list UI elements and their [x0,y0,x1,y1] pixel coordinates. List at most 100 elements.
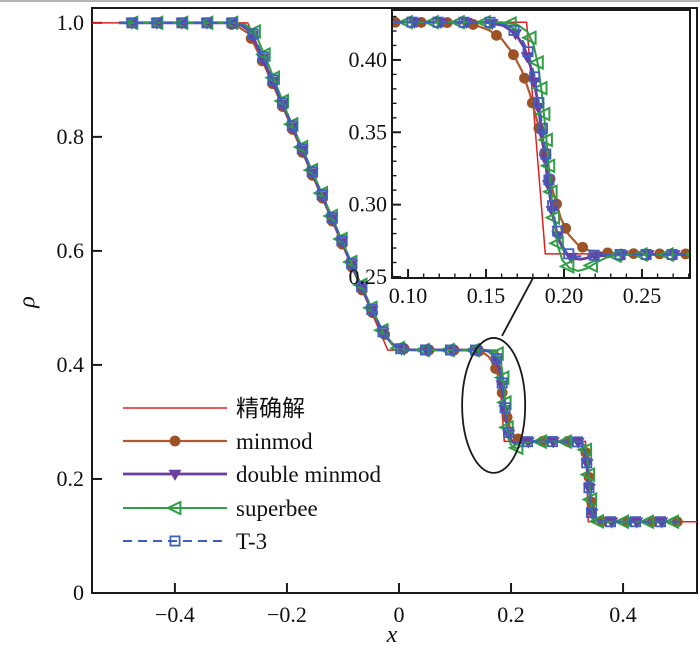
marker-square [303,17,312,26]
marker-circle [508,49,519,61]
x-tick-label: 0.2 [497,602,525,627]
marker-square [252,14,261,23]
marker-square [226,17,238,29]
marker-triangle-down [252,15,265,26]
marker-square [470,344,482,356]
marker-square [286,120,298,132]
marker-square [395,343,407,355]
marker-square [484,16,496,28]
marker-square [169,535,181,547]
inset-y-tick-label: 0.25 [349,264,388,289]
marker-triangle-left [631,246,648,263]
marker-square [257,51,269,63]
marker-circle [364,17,375,28]
marker-triangle-down [229,4,242,15]
inset-connector-line [501,277,534,337]
marker-triangle-left [528,54,544,71]
legend-label: 精确解 [236,396,305,421]
screenshot-top-edge [0,0,700,2]
marker-square [563,248,575,260]
x-axis-label: x [386,622,398,648]
marker-triangle-left [657,246,674,263]
y-tick-label: 0 [73,580,84,605]
marker-triangle-left [606,248,622,264]
marker-square [267,74,279,86]
marker-square [508,24,520,36]
inset-x-tick-label: 0.10 [389,283,428,308]
marker-square [356,281,368,293]
marker-square [201,17,213,29]
series-markers [126,17,667,528]
marker-square [533,97,545,109]
marker-triangle-left [269,16,281,28]
marker-square [522,46,534,58]
legend-item-double minmod: double minmod [123,462,382,487]
marker-square [503,426,515,438]
marker-square [458,16,470,28]
marker-triangle-left [539,158,556,174]
marker-square [377,326,389,338]
marker-square [547,200,559,212]
legend-item-精确解: 精确解 [123,396,305,421]
zoom-region-ellipse [461,337,527,474]
series-T-3 [252,14,690,261]
marker-square [522,436,534,448]
marker-square [605,516,617,528]
marker-square [306,166,318,178]
y-axis-label: ρ [14,296,41,308]
marker-triangle-left [389,340,406,356]
marker-triangle-left [321,16,333,28]
marker-triangle-left [534,106,551,122]
marker-triangle-left [544,210,561,226]
marker-square [614,249,626,261]
marker-circle [260,13,271,24]
marker-square [529,71,541,83]
marker-square [247,28,259,40]
marker-square [126,17,138,29]
series-T-3 [118,17,680,528]
legend-label: superbee [236,496,318,521]
marker-triangle-left [582,257,598,274]
legend-item-minmod: minmod [123,429,313,454]
x-tick-label: 0 [393,602,404,627]
marker-square [499,402,511,414]
inset-border [391,9,691,279]
marker-circle [169,435,181,447]
y-tick-label: 0.8 [57,124,85,149]
marker-square [420,344,432,356]
marker-square [316,189,328,201]
series-line [392,21,690,272]
marker-square [552,225,564,237]
marker-triangle-left [537,132,553,148]
main-plot-border [91,7,698,594]
marker-circle [491,29,502,41]
marker-square [445,344,457,356]
legend-item-superbee: superbee [123,496,318,521]
marker-triangle-left [556,434,572,450]
marker-triangle-left [548,235,564,251]
marker-circle [286,16,297,27]
marker-triangle-left [638,514,655,530]
marker-square [666,248,678,260]
marker-triangle-left [347,16,359,28]
y-tick-label: 0.2 [57,466,85,491]
marker-square [406,16,418,28]
series-line [392,20,690,261]
marker-square [346,258,358,270]
marker-circle [577,241,589,253]
marker-square [355,17,364,26]
annotations [461,277,534,474]
x-tick-label: 0.4 [609,602,637,627]
marker-square [432,16,444,28]
marker-circle [236,5,247,16]
marker-triangle-left [165,500,182,516]
marker-square [655,516,667,528]
inset-x-tick-label: 0.15 [467,283,506,308]
marker-triangle-left [244,11,256,23]
main-axes: −0.4 −0.2 0 0.2 0.400.20.40.60.81.0 [57,7,698,627]
inset-y-tick-label: 0.40 [349,47,388,72]
marker-triangle-left [558,258,575,274]
legend-label: minmod [236,429,313,454]
series-markers [252,14,678,261]
marker-square [571,436,583,448]
